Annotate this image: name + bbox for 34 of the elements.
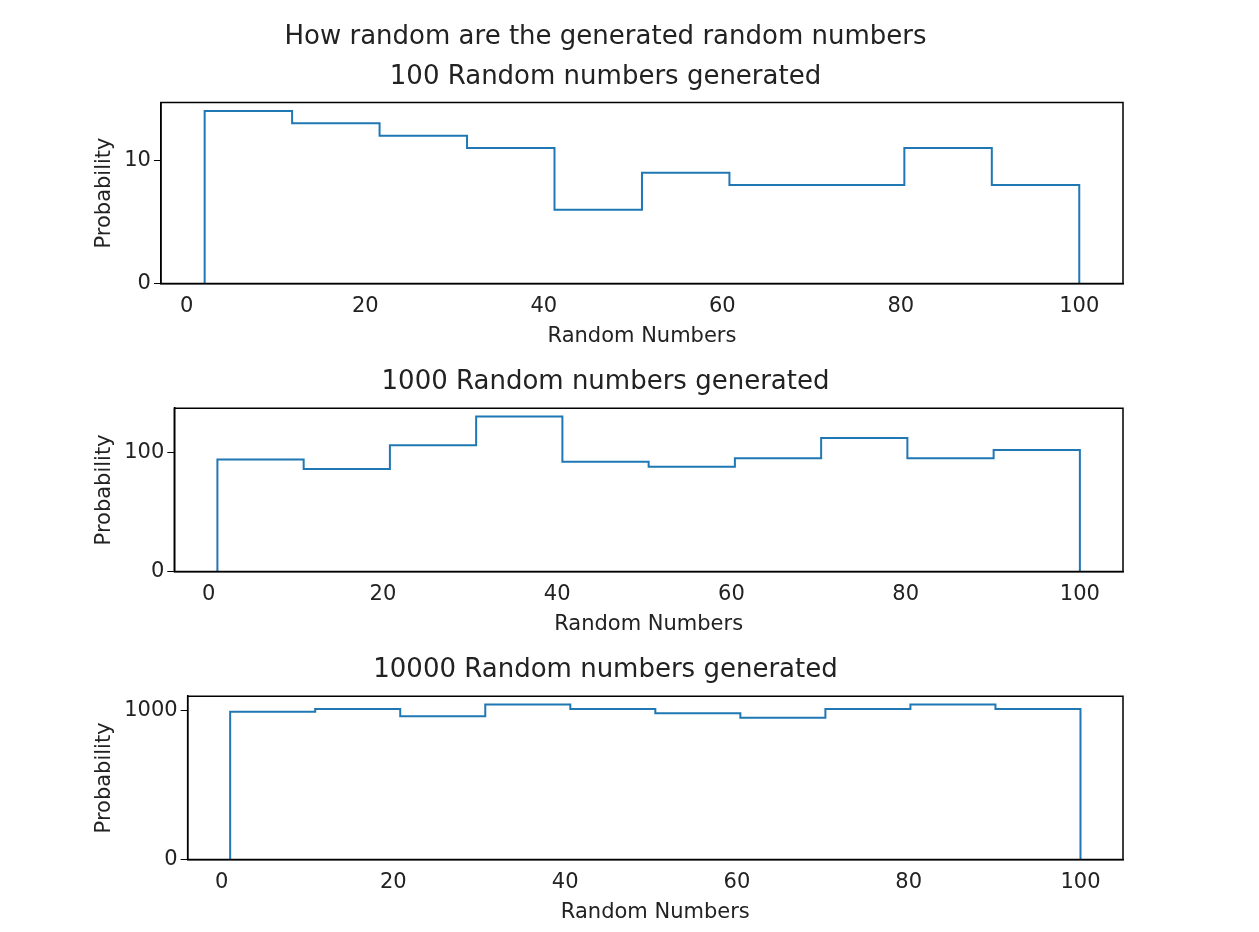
x-tick-label: 80 bbox=[887, 292, 915, 317]
x-axis-title: Random Numbers bbox=[554, 610, 744, 635]
x-tick-label: 80 bbox=[892, 580, 920, 605]
x-tick-label: 80 bbox=[895, 868, 923, 893]
x-tick-label: 0 bbox=[214, 868, 229, 893]
x-tick-label: 100 bbox=[1059, 580, 1100, 605]
y-tick-label: 10 bbox=[124, 146, 151, 171]
x-tick-label: 20 bbox=[351, 292, 379, 317]
chart-subtitle: 100 Random numbers generated bbox=[389, 59, 822, 90]
x-tick-label: 0 bbox=[180, 292, 194, 317]
x-tick-label: 20 bbox=[379, 868, 407, 893]
x-axis-title: Random Numbers bbox=[547, 322, 737, 347]
x-tick-label: 100 bbox=[1059, 292, 1100, 317]
y-axis-title: Probability bbox=[91, 722, 116, 834]
x-tick-label: 60 bbox=[723, 868, 751, 893]
x-tick-label: 0 bbox=[202, 580, 216, 605]
y-tick-label: 0 bbox=[164, 846, 178, 871]
y-tick-label: 1000 bbox=[124, 696, 178, 721]
x-tick-label: 60 bbox=[708, 292, 736, 317]
chart-title: How random are the generated random numbers bbox=[284, 20, 927, 51]
x-tick-label: 60 bbox=[718, 580, 745, 605]
x-axis-title: Random Numbers bbox=[560, 898, 750, 923]
y-axis-title: Probability bbox=[91, 434, 116, 546]
x-tick-label: 20 bbox=[369, 580, 397, 605]
x-tick-label: 40 bbox=[551, 868, 579, 893]
y-axis-title: Probability bbox=[91, 137, 116, 249]
x-tick-label: 40 bbox=[530, 292, 558, 317]
y-tick-label: 0 bbox=[137, 270, 151, 295]
chart-title: 10000 Random numbers generated bbox=[373, 653, 838, 684]
x-tick-label: 40 bbox=[543, 580, 571, 605]
x-tick-label: 100 bbox=[1060, 868, 1101, 893]
y-tick-label: 100 bbox=[124, 438, 165, 463]
y-tick-label: 0 bbox=[150, 558, 165, 583]
chart-title: 1000 Random numbers generated bbox=[381, 365, 830, 396]
